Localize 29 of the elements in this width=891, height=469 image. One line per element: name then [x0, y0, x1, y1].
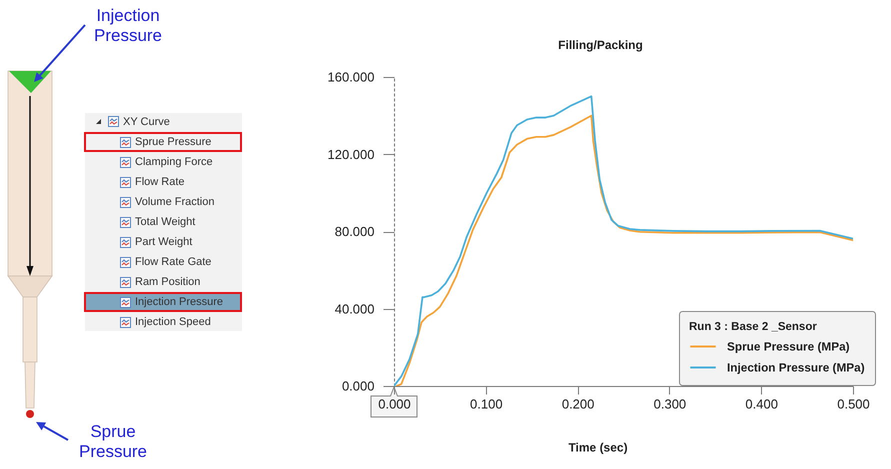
text: Sprue Pressure — [78, 422, 148, 462]
y-tick-label: 80.000 — [334, 224, 374, 239]
legend-title: Run 3 : Base 2 _Sensor — [689, 321, 818, 333]
y-tick-label: 120.000 — [328, 146, 374, 162]
x-tick-label: 0.300 — [654, 396, 686, 412]
text: Ram Position — [135, 275, 200, 289]
x-tick-label: 0.100 — [470, 396, 503, 412]
chart-title: Filling/Packing — [558, 38, 643, 52]
y-tick-label: 160.000 — [328, 70, 374, 84]
x-tick-label: 0.200 — [562, 396, 594, 412]
x-tick-label: 0.000 — [378, 396, 411, 412]
y-tick-label: 0.000 — [342, 378, 374, 394]
x-tick-label: 0.400 — [745, 396, 778, 412]
text: Injection Speed — [135, 315, 211, 329]
x-tick-label: 0.500 — [837, 396, 870, 412]
text: Clamping Force — [135, 155, 213, 169]
text: Sprue Pressure — [135, 135, 212, 149]
text: Flow Rate — [135, 175, 185, 189]
text: Volume Fraction — [135, 195, 214, 209]
y-tick-label: 40.000 — [334, 301, 374, 316]
text: Injection Pressure — [92, 6, 164, 46]
text: Total Weight — [135, 215, 196, 229]
text: Part Weight — [135, 235, 192, 249]
text: XY Curve — [123, 115, 170, 129]
text: Injection Pressure — [135, 295, 224, 309]
legend-label: Injection Pressure (MPa) — [727, 360, 865, 374]
text: Flow Rate Gate — [135, 255, 212, 269]
x-axis-title: Time (sec) — [568, 440, 628, 454]
legend-label: Sprue Pressure (MPa) — [727, 340, 850, 354]
